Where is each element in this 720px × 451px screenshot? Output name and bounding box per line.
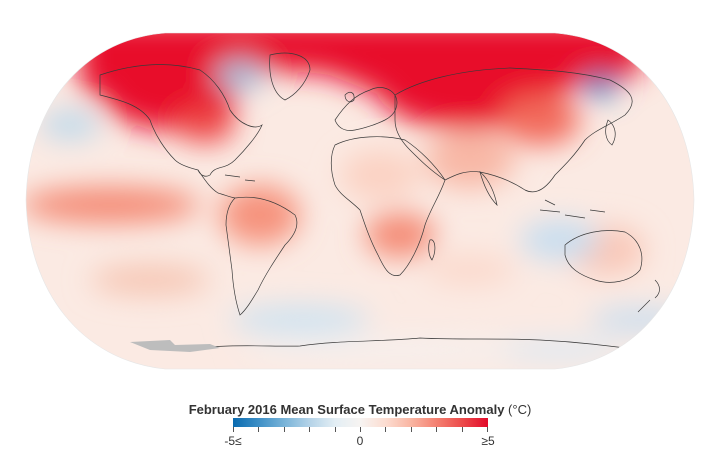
north-america-coast [99,64,263,177]
indonesia-coast [539,199,606,219]
legend-min-label: -5≤ [224,434,242,448]
asia-coast [394,67,633,193]
map-globe [26,33,694,369]
no-data-region [130,340,220,352]
colorbar-tick [410,427,412,432]
colorbar-tick [385,427,387,432]
colorbar-tick [360,427,361,432]
legend-max-label: ≥5 [481,434,495,448]
legend-title: February 2016 Mean Surface Temperature A… [0,402,720,417]
australia-coast [564,230,643,283]
world-map [25,32,695,370]
madagascar-coast [428,239,436,261]
colorbar-tick [461,427,463,432]
colorbar-tick [283,427,285,432]
legend-unit: (°C) [508,402,532,417]
colorbar-tick [487,427,488,432]
antarctica-coast [179,337,641,351]
africa-coast [330,136,446,276]
legend: February 2016 Mean Surface Temperature A… [0,398,720,451]
central-america-coast [197,169,236,199]
japan-coast [605,119,616,146]
colorbar-tick [309,427,311,432]
colorbar-tick [233,427,234,432]
caribbean-islands [224,174,256,182]
colorbar-tick [258,427,260,432]
south-america-coast [225,196,298,316]
europe-coast [334,87,398,131]
uk-coast [344,91,355,103]
india-coast [479,171,498,207]
greenland-coast [269,52,311,101]
colorbar-tick [436,427,438,432]
colorbar [233,418,488,427]
anomaly-map-svg [25,32,695,370]
legend-mid-label: 0 [356,434,364,448]
legend-title-text: February 2016 Mean Surface Temperature A… [188,402,505,417]
coastlines [99,52,660,351]
colorbar-tick [334,427,336,432]
new-zealand-coast [637,279,660,313]
